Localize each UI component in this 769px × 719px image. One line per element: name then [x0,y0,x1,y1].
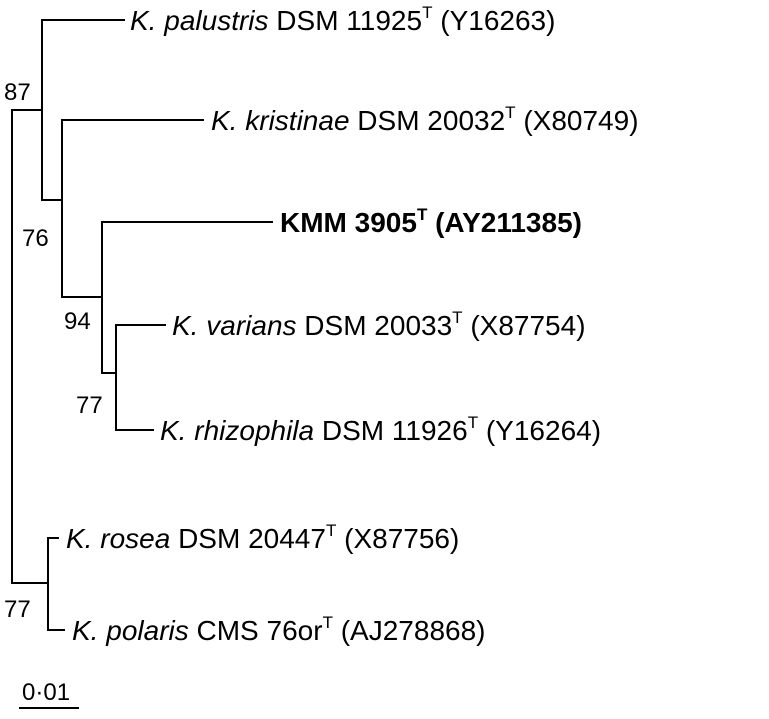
bootstrap-value-kmm-clade: 94 [64,308,91,335]
taxon-labels: K. palustris DSM 11925T (Y16263) K. kris… [66,0,639,646]
bootstrap-value-kristinae-clade: 76 [22,225,49,252]
taxon-label-palustris: K. palustris DSM 11925T (Y16263) [130,0,555,36]
taxon-label-varians: K. varians DSM 20033T (X87754) [172,298,586,341]
taxon-label-rosea: K. rosea DSM 20447T (X87756) [66,511,459,554]
bootstrap-value-palustris-clade: 87 [4,79,31,106]
taxon-label-rhizophila: K. rhizophila DSM 11926T (Y16264) [160,403,601,446]
bootstrap-value-varians-rhizophila: 77 [76,392,103,419]
bootstrap-value-rosea-polaris: 77 [4,596,31,623]
taxon-label-polaris: K. polaris CMS 76orT (AJ278868) [72,603,486,646]
scale-bar-label: 0·01 [22,679,70,706]
scale-bar: 0·01 [19,679,79,709]
tree-branches [11,19,273,631]
bootstrap-values: 87 76 94 77 77 [4,79,103,623]
taxon-label-kmm-3905: KMM 3905T (AY211385) [280,195,582,238]
taxon-label-kristinae: K. kristinae DSM 20032T (X80749) [211,93,639,136]
